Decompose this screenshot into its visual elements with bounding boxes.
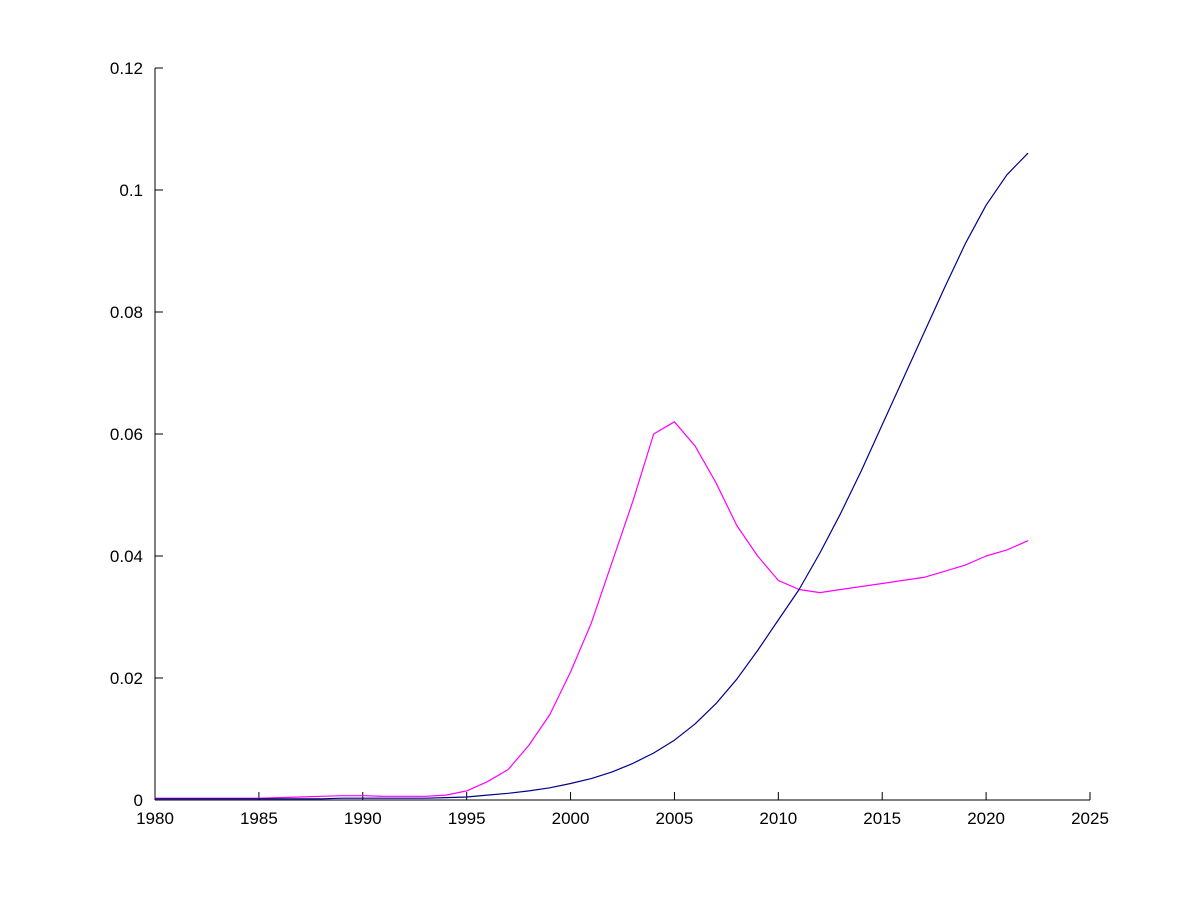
y-tick-label: 0.04 — [110, 547, 143, 566]
data-line-blue-series — [154, 152, 1029, 800]
y-tick-label: 0 — [134, 791, 143, 810]
x-tick-label: 2000 — [552, 809, 590, 828]
x-tick-label: 2010 — [759, 809, 797, 828]
y-tick-label: 0.1 — [119, 181, 143, 200]
x-tick-label: 2005 — [656, 809, 694, 828]
y-tick-label: 0.02 — [110, 669, 143, 688]
x-tick-label: 1995 — [448, 809, 486, 828]
x-tick-label: 2020 — [967, 809, 1005, 828]
x-tick-label: 1980 — [136, 809, 174, 828]
x-tick-label: 2015 — [863, 809, 901, 828]
x-tick-label: 1990 — [344, 809, 382, 828]
y-tick-label: 0.08 — [110, 303, 143, 322]
x-tick-label: 1985 — [240, 809, 278, 828]
data-line-magenta-series — [154, 421, 1029, 799]
y-tick-label: 0.06 — [110, 425, 143, 444]
x-tick-label: 2025 — [1071, 809, 1109, 828]
y-tick-label: 0.12 — [110, 59, 143, 78]
